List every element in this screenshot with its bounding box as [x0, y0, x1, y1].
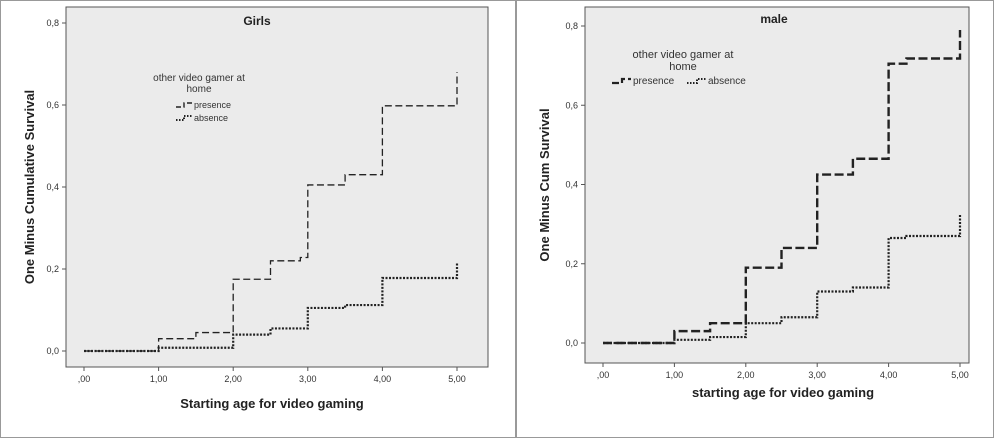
girls-x-tick-label: 5,00 [448, 374, 466, 384]
male-x-tick-label: 3,00 [808, 370, 826, 380]
male-series [603, 29, 962, 345]
male-chart: male starting age for video gaming One M… [537, 6, 970, 400]
male-x-tick-label: 4,00 [880, 370, 898, 380]
girls-legend-title: other video gamer at home [153, 73, 245, 95]
male-legend-absence-swatch [687, 78, 706, 84]
girls-y-tick-label: 0,8 [46, 18, 59, 28]
girls-axis-ticks: ,00 1,00 2,00 3,00 4,00 5,00 0,0 0,2 0,4 0,6 0,8 [46, 18, 465, 384]
male-y-tick-label: 0,8 [565, 21, 578, 31]
male-legend-presence: presence [633, 76, 675, 87]
male-series-absence [603, 214, 962, 345]
girls-y-tick-label: 0,2 [46, 264, 59, 274]
male-x-tick-label: 5,00 [951, 370, 969, 380]
girls-x-axis-label: Starting age for video gaming [180, 396, 364, 411]
male-legend-absence: absence [708, 76, 746, 87]
girls-x-tick-label: ,00 [78, 374, 91, 384]
girls-y-tick-label: 0,6 [46, 100, 59, 110]
girls-y-axis-label: One Minus Cumulative Survival [22, 90, 37, 284]
male-y-tick-label: 0,4 [565, 180, 578, 190]
male-legend-presence-swatch [612, 77, 631, 85]
male-x-tick-label: 2,00 [737, 370, 755, 380]
girls-series-presence [84, 72, 458, 352]
girls-y-tick-label: 0,4 [46, 182, 59, 192]
girls-x-tick-label: 1,00 [150, 374, 168, 384]
girls-chart: Girls Starting age for video gaming One … [22, 6, 489, 411]
male-x-tick-label: 1,00 [666, 370, 684, 380]
male-y-tick-label: 0,0 [565, 338, 578, 348]
male-axis-ticks: ,00 1,00 2,00 3,00 4,00 5,00 0,0 0,2 0,4 0,6 0,8 [565, 21, 968, 380]
male-series-presence [603, 29, 962, 345]
male-y-tick-label: 0,2 [565, 259, 578, 269]
girls-x-tick-label: 3,00 [299, 374, 317, 384]
girls-series [84, 72, 459, 353]
male-y-axis-label: One Minus Cum Survival [537, 108, 552, 261]
girls-plot-area [65, 6, 489, 368]
male-chart-title: male [760, 12, 788, 26]
male-legend-title: other video gamer at home [633, 49, 734, 73]
girls-chart-title: Girls [243, 14, 271, 28]
girls-legend-absence-swatch [176, 115, 193, 121]
girls-legend-absence: absence [194, 113, 228, 123]
girls-series-absence [84, 262, 459, 353]
male-x-axis-label: starting age for video gaming [692, 385, 874, 400]
girls-legend-presence: presence [194, 100, 231, 110]
girls-x-tick-label: 2,00 [224, 374, 242, 384]
male-y-tick-label: 0,6 [565, 100, 578, 110]
girls-x-tick-label: 4,00 [374, 374, 392, 384]
male-x-tick-label: ,00 [597, 370, 610, 380]
girls-y-tick-label: 0,0 [46, 346, 59, 356]
male-plot-area [584, 6, 970, 364]
girls-legend-presence-swatch [176, 102, 193, 108]
